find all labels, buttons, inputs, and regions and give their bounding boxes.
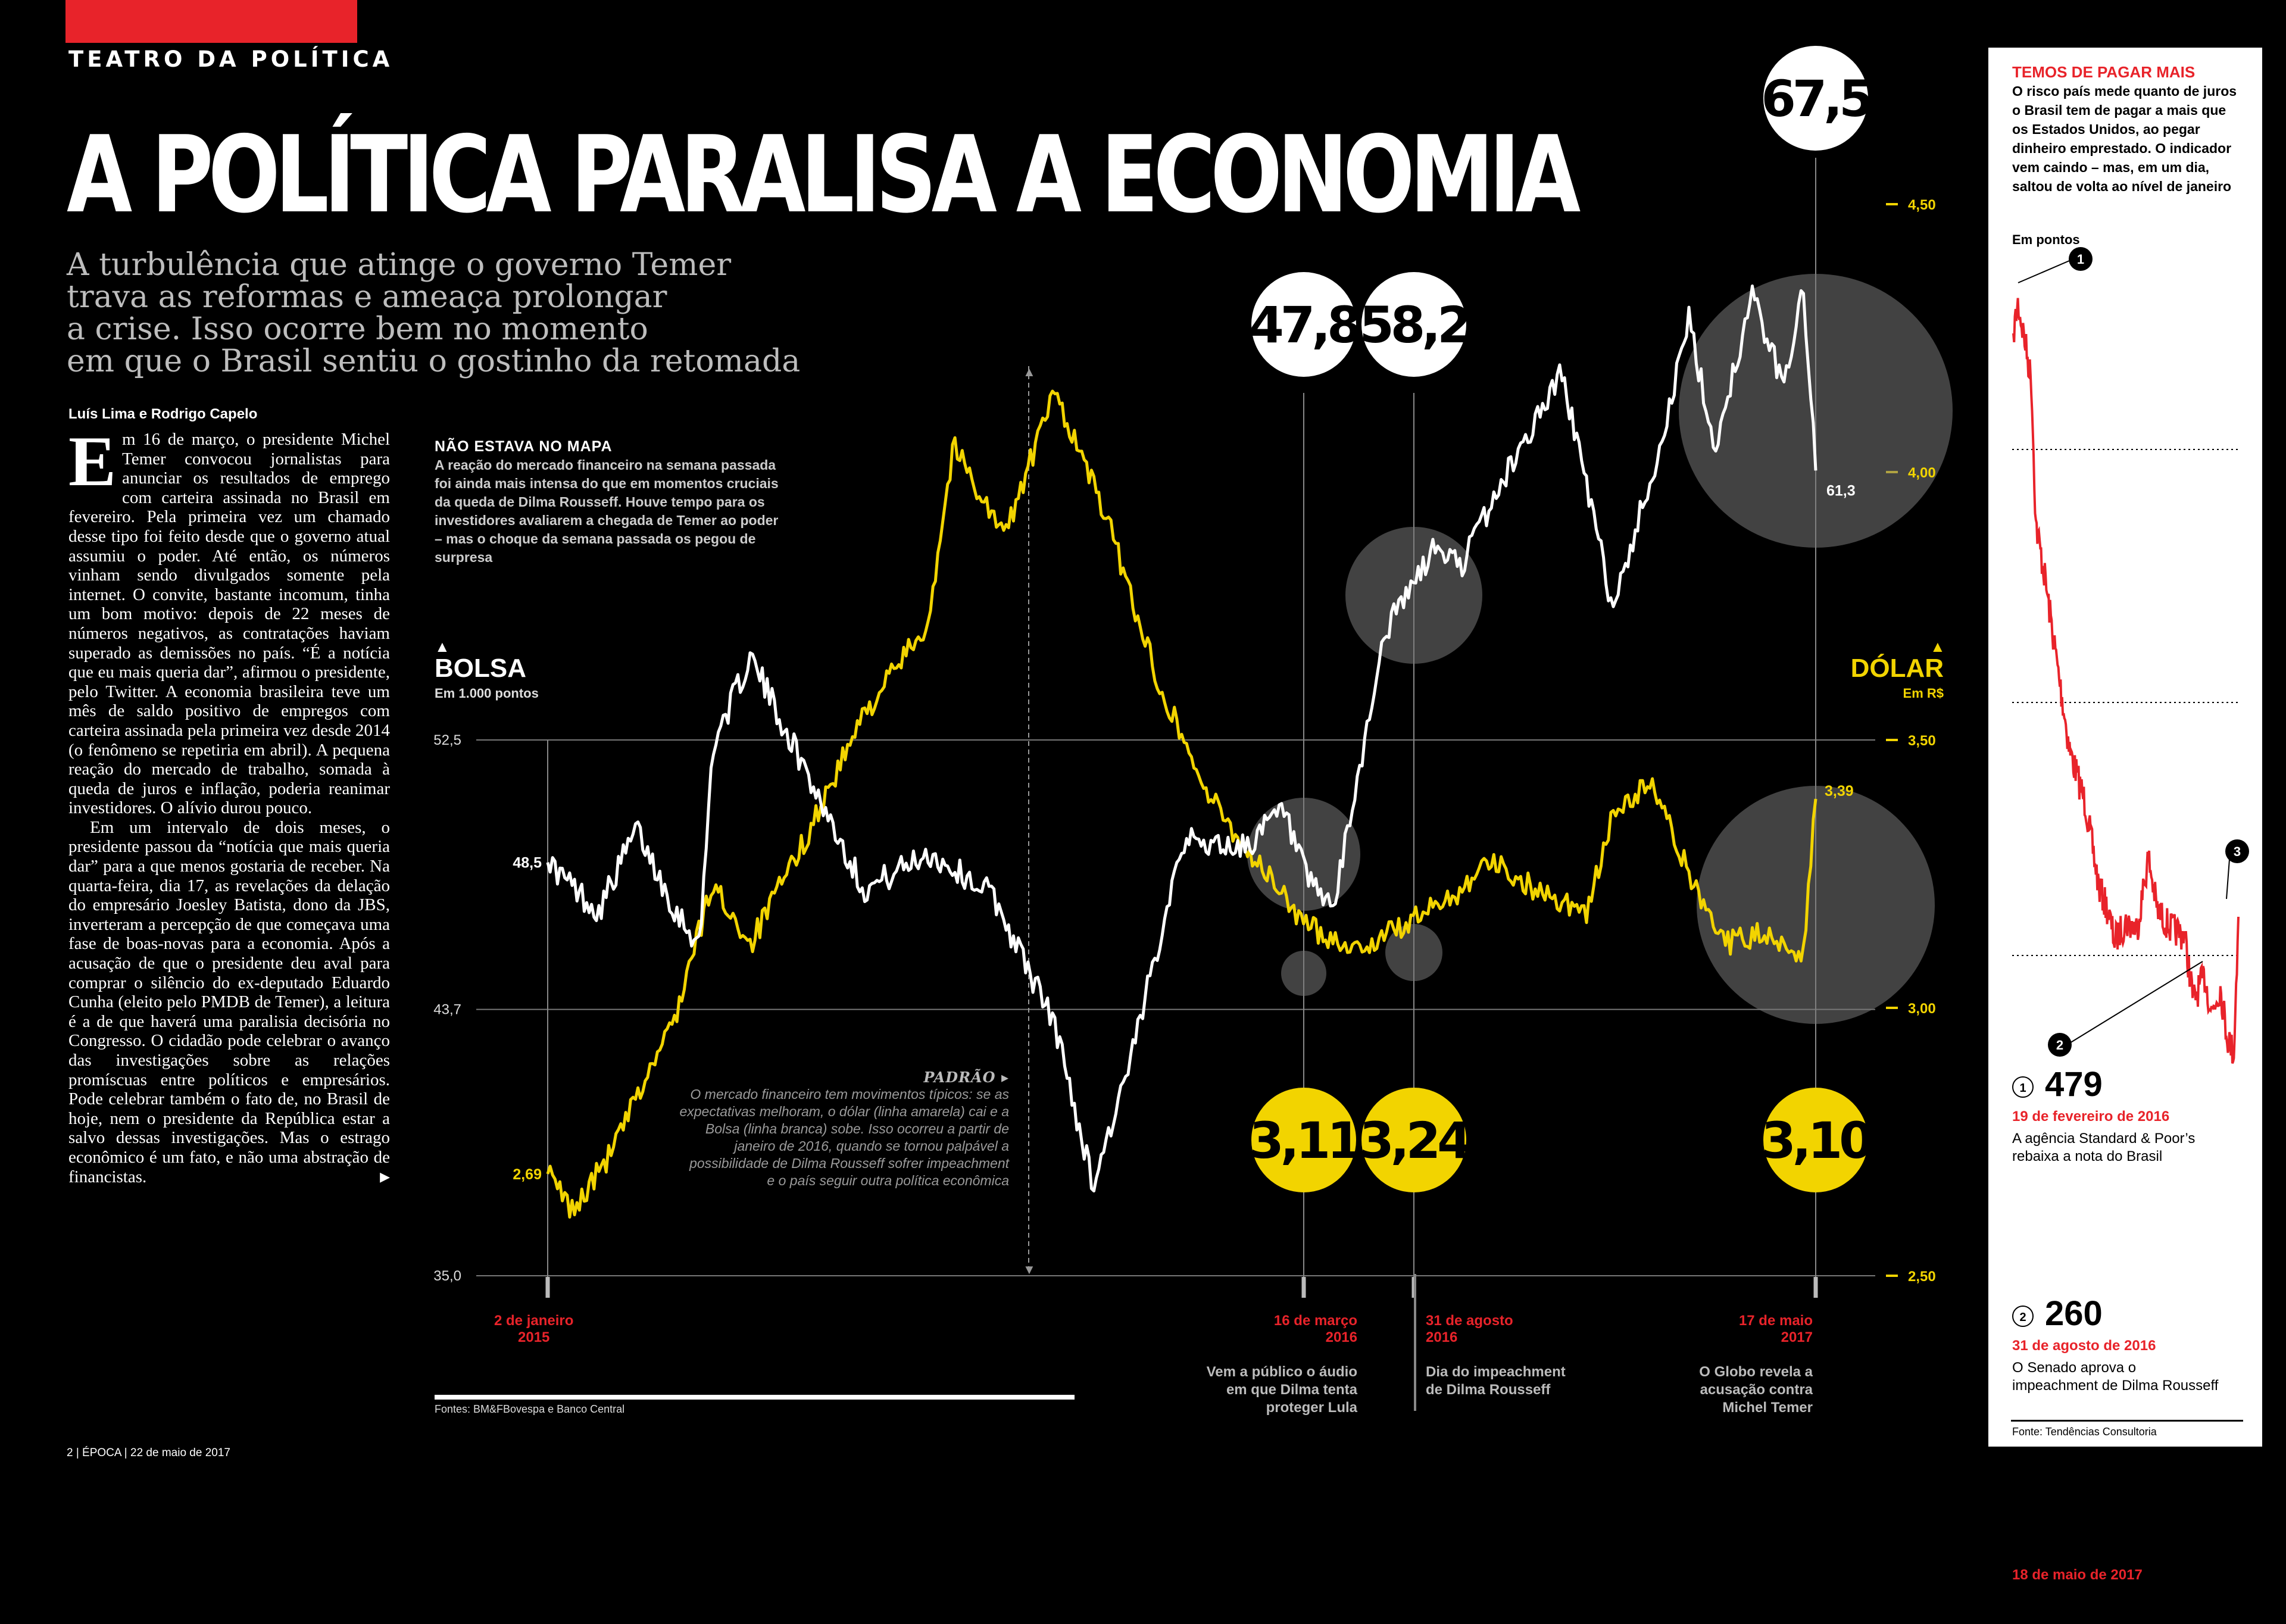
chart-sources: Fontes: BM&FBovespa e Banco Central	[435, 1403, 625, 1415]
bolsa-axis-title: BOLSA	[435, 654, 526, 683]
event-date: 2 de janeiro 2015	[494, 1313, 574, 1345]
right-tick-label: 3,50	[1908, 733, 1936, 749]
pattern-text: O mercado financeiro tem movimentos típi…	[679, 1086, 1009, 1188]
sidebar-source: Fonte: Tendências Consultoria	[2012, 1426, 2157, 1438]
sidebar-marker-circle	[2048, 1033, 2072, 1057]
sidebar-intro: O risco país mede quanto de juros o Bras…	[2012, 83, 2237, 194]
dolar-series-line	[546, 389, 1817, 1219]
pattern-note: PADRÃO ▸ O mercado financeiro tem movime…	[679, 1069, 1009, 1189]
bolsa-series-line	[546, 284, 1817, 1193]
sidebar-title: TEMOS DE PAGAR MAIS	[2012, 63, 2196, 81]
right-tick-label: 3,00	[1908, 1001, 1936, 1017]
section-label: TEATRO DA POLÍTICA	[68, 46, 394, 72]
event-description: Dia do impeachment de Dilma Rousseff	[1426, 1364, 1566, 1398]
bolsa-start-label: 48,5	[513, 855, 542, 872]
annotation-box: NÃO ESTAVA NO MAPA A reação do mercado f…	[435, 438, 780, 567]
dolar-value-circle	[1251, 1088, 1356, 1192]
paragraph-2: Em um intervalo de dois meses, o preside…	[68, 817, 390, 1186]
bolsa-up-arrow-icon: ▲	[435, 638, 450, 655]
dolar-value-circle	[1763, 1088, 1868, 1192]
column-rule	[435, 1395, 1075, 1400]
market-chart: 52,5 43,7 35,0 4,50 4,00 3,50 3,00 2,50 ▲ ▲ ▲ ▼ 48,5…	[433, 46, 1953, 1411]
bolsa-end-label: 61,3	[1826, 482, 1856, 499]
left-tick-label: 35,0	[433, 1268, 461, 1284]
sidebar-entry-desc: A agência Standard & Poor’s rebaixa a no…	[2012, 1130, 2196, 1164]
sidebar-marker-circle	[2069, 247, 2093, 271]
dolar-value-label: 3,11	[1249, 1111, 1359, 1170]
risk-series-line	[2012, 298, 2240, 1064]
bolsa-value-label: 47,8	[1249, 296, 1359, 354]
event-description: Vem a público o áudio em que Dilma tenta…	[1206, 1364, 1357, 1416]
sidebar-entry-value: 479	[2045, 1065, 2103, 1104]
sidebar-marker-leader	[2066, 961, 2203, 1045]
highlight-bubble	[1345, 527, 1482, 664]
dek-line: em que o Brasil sentiu o gostinho da ret…	[67, 343, 801, 379]
dolar-value-circle	[1361, 1088, 1466, 1192]
sidebar-marker-leader	[2018, 258, 2074, 283]
sidebar-entry-value: 265	[2045, 1523, 2103, 1562]
dropcap: E	[68, 421, 117, 501]
highlight-bubble	[1697, 786, 1935, 1024]
bolsa-value-circle	[1763, 46, 1868, 151]
right-tick-label: 4,50	[1908, 197, 1936, 213]
bolsa-value-circle	[1361, 272, 1466, 377]
sidebar-entry-badge: 2	[2012, 1306, 2034, 1327]
continue-arrow-icon: ▶	[380, 1169, 390, 1184]
dek-line: a crise. Isso ocorre bem no momento	[67, 311, 648, 347]
headline: A POLÍTICA PARALISA A ECONOMIA	[67, 113, 1581, 236]
byline: Luís Lima e Rodrigo Capelo	[68, 406, 258, 422]
dolar-end-label: 3,39	[1825, 783, 1854, 799]
pattern-up-arrow-icon: ▲	[1023, 364, 1036, 379]
sidebar-rule	[2011, 1420, 2243, 1422]
dolar-up-arrow-icon: ▲	[1930, 638, 1945, 655]
highlight-bubble	[1679, 274, 1953, 548]
annotation-title: NÃO ESTAVA NO MAPA	[435, 438, 613, 455]
sidebar-entry-date: 31 de agosto de 2016	[2012, 1338, 2156, 1354]
dek-line: A turbulência que atinge o governo Temer	[67, 247, 732, 283]
sidebar-entry-value: 260	[2045, 1294, 2103, 1333]
event-date: 16 de março 2016	[1273, 1313, 1357, 1345]
sidebar-entry-badge: 1	[2012, 1076, 2034, 1098]
bolsa-value-label: 67,5	[1761, 70, 1870, 128]
bolsa-value-label: 58,2	[1359, 296, 1468, 354]
highlight-bubble	[1281, 951, 1326, 996]
page-folio: 2 | ÉPOCA | 22 de maio de 2017	[67, 1447, 230, 1459]
annotation-text: A reação do mercado financeiro na semana…	[435, 457, 779, 565]
sidebar-entry-badge: 3	[2012, 1535, 2034, 1556]
pattern-down-arrow-icon: ▼	[1023, 1262, 1036, 1277]
sidebar-marker-circle	[2225, 839, 2249, 863]
left-tick-label: 43,7	[433, 1002, 461, 1018]
risk-sidebar: TEMOS DE PAGAR MAIS O risco país mede qu…	[1988, 48, 2262, 1623]
sidebar-entry-desc: O Senado aprova o impeachment de Dilma R…	[2012, 1360, 2219, 1394]
sidebar-entry-desc: Dia seguinte à delação de Joesley Batist…	[2012, 1589, 2178, 1623]
pattern-title: PADRÃO ▸	[923, 1069, 1009, 1086]
sidebar-marker-number: 3	[2234, 844, 2241, 859]
sidebar-marker-number: 1	[2077, 252, 2084, 267]
right-tick-label: 4,00	[1908, 465, 1936, 481]
sidebar-unit: Em pontos	[2012, 232, 2080, 247]
bolsa-value-circle	[1251, 272, 1356, 377]
sidebar-entry-date: 19 de fevereiro de 2016	[2012, 1108, 2170, 1125]
event-description: O Globo revela a acusação contra Michel …	[1699, 1364, 1813, 1416]
dek: A turbulência que atinge o governo Temer…	[67, 247, 801, 379]
dolar-value-label: 3,10	[1761, 1111, 1872, 1170]
left-tick-label: 52,5	[433, 732, 461, 748]
dolar-axis-title: DÓLAR	[1850, 654, 1944, 683]
dolar-axis-unit: Em R$	[1903, 686, 1944, 701]
bolsa-axis-unit: Em 1.000 pontos	[435, 686, 539, 701]
event-date: 17 de maio 2017	[1738, 1313, 1813, 1345]
dolar-value-label: 3,24	[1359, 1111, 1470, 1170]
event-date: 31 de agosto 2016	[1426, 1313, 1513, 1345]
dolar-start-label: 2,69	[513, 1166, 542, 1183]
section-color-bar	[65, 0, 357, 43]
sidebar-entry-date: 18 de maio de 2017	[2012, 1567, 2143, 1583]
sidebar-marker-number: 2	[2056, 1038, 2063, 1053]
risk-chart: 1 2 3	[2012, 247, 2249, 1064]
highlight-bubble	[1385, 924, 1442, 981]
right-tick-label: 2,50	[1908, 1269, 1936, 1285]
dek-line: trava as reformas e ameaça prolongar	[67, 279, 667, 315]
